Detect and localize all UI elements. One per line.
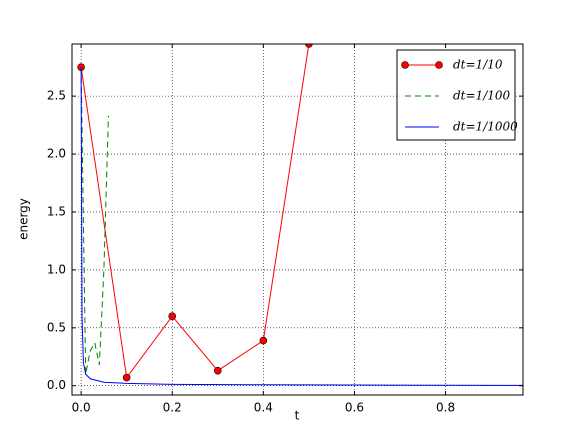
x-tick-label: 0.8 (436, 401, 455, 415)
y-tick-label: 1.5 (47, 204, 66, 218)
data-point (168, 312, 177, 321)
plot-frame (71, 43, 524, 396)
data-point (305, 44, 313, 48)
data-point (122, 373, 131, 382)
data-point (213, 366, 222, 375)
y-axis-label: energy (17, 198, 31, 240)
legend-label: dt=1/100 (453, 89, 511, 103)
x-tick-label: 0.4 (254, 401, 273, 415)
y-tick-label: 0.5 (47, 320, 66, 334)
y-tick-label: 2.0 (47, 147, 66, 161)
legend-marker (435, 61, 443, 69)
y-tick-label: 2.5 (47, 89, 66, 103)
x-tick-label: 0.2 (163, 401, 182, 415)
x-tick-label: 0.0 (72, 401, 91, 415)
legend-marker (401, 61, 409, 69)
x-axis-label: t (295, 409, 300, 423)
series-line (80, 44, 310, 379)
y-tick-label: 1.0 (47, 262, 66, 276)
legend-label: dt=1/10 (453, 58, 503, 72)
data-point (259, 336, 268, 345)
y-tick-label: 0.0 (47, 378, 66, 392)
legend-label: dt=1/1000 (453, 120, 518, 134)
x-tick-label: 0.6 (345, 401, 364, 415)
series-line (80, 67, 523, 386)
